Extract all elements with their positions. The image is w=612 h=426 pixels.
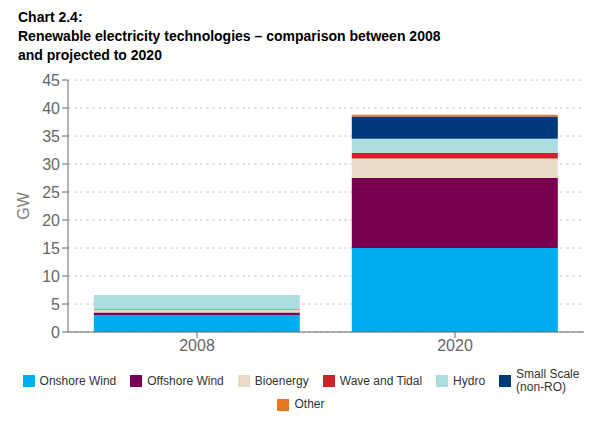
svg-text:35: 35 [42, 128, 60, 145]
html-text:Renewable electricity technolo: Renewable electricity technologies – com… [18, 28, 441, 63]
svg-text:15: 15 [42, 240, 60, 257]
html-text:Small Scale (non-RO): Small Scale (non-RO) [516, 367, 580, 394]
svg-text:40: 40 [42, 100, 60, 117]
html-text:Chart 2.4:: Chart 2.4: [18, 9, 83, 25]
svg-text:0: 0 [51, 324, 60, 341]
svg-text:20: 20 [42, 212, 60, 229]
html-text:Bioenergy: Bioenergy [254, 373, 309, 388]
svg-text:45: 45 [42, 72, 60, 89]
html-text:Hydro: Hydro [453, 373, 486, 388]
svg-text:2020: 2020 [437, 337, 473, 354]
svg-text:2008: 2008 [179, 337, 215, 354]
svg-text:10: 10 [42, 268, 60, 285]
svg-text:5: 5 [51, 296, 60, 313]
html-text:Offshore Wind: Offshore Wind [147, 373, 224, 388]
svg-text:25: 25 [42, 184, 60, 201]
html-text:Other: Other [294, 397, 325, 411]
html-text:Onshore Wind: Onshore Wind [39, 373, 117, 388]
html-text:Wave and Tidal: Wave and Tidal [339, 373, 423, 388]
svg-text:GW: GW [15, 191, 32, 219]
svg-text:30: 30 [42, 156, 60, 173]
